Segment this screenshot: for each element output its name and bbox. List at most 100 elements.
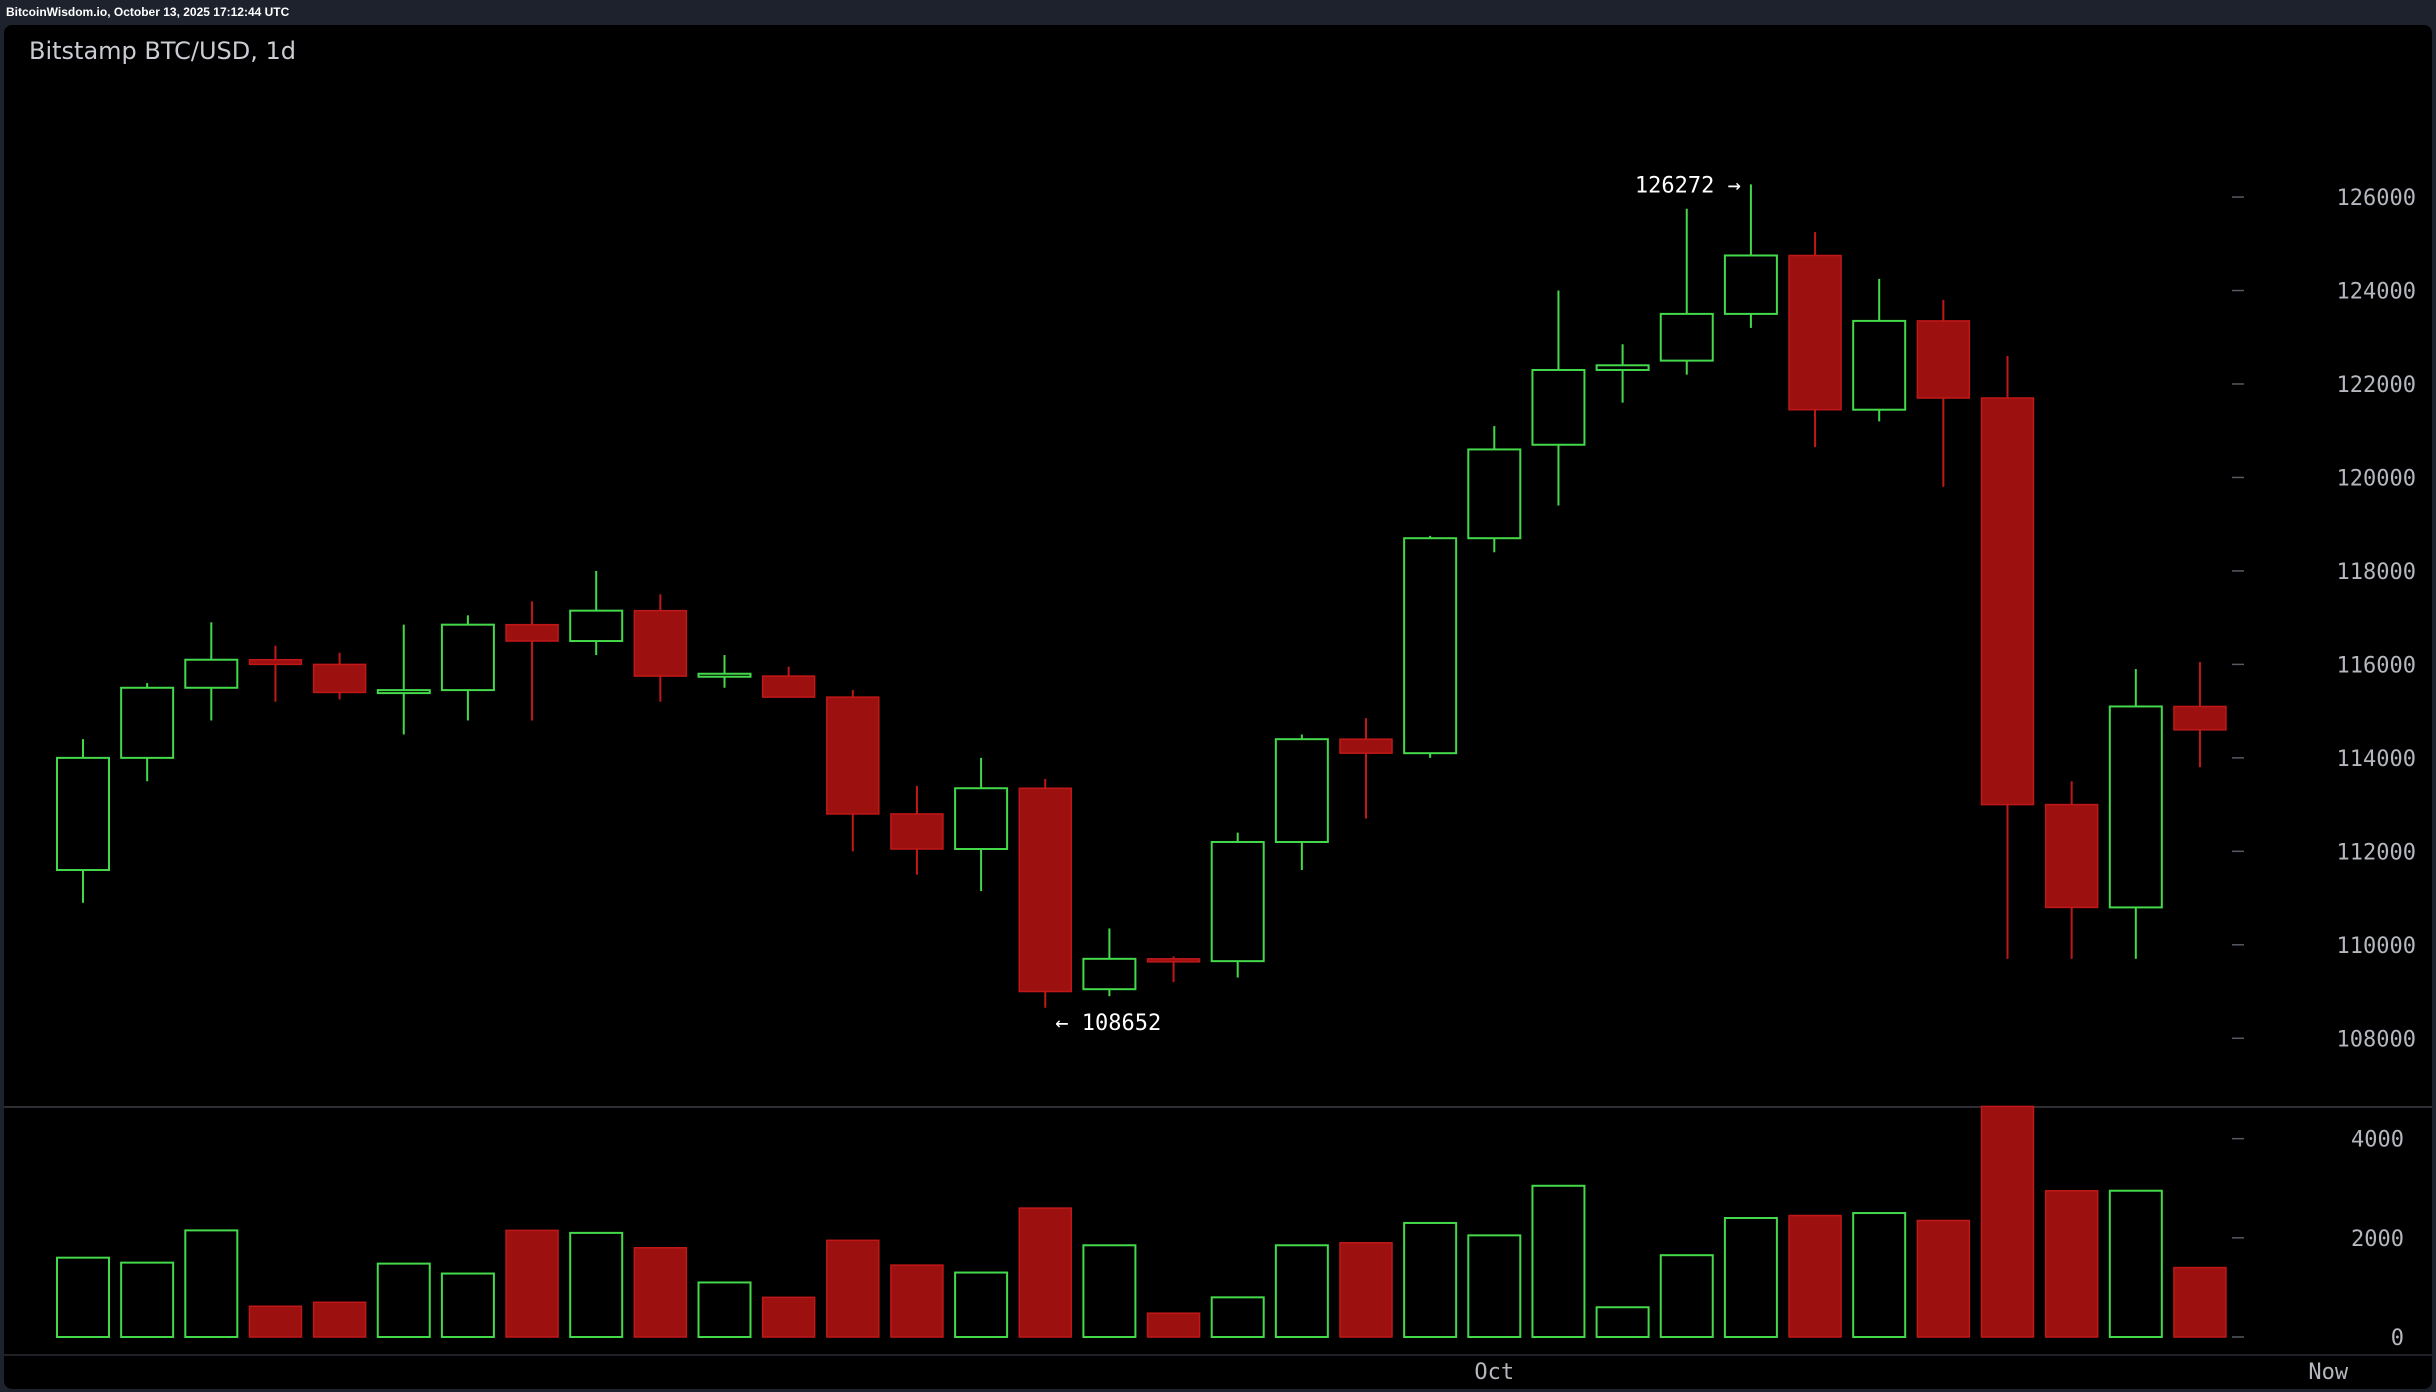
volume-bar-down [2044,1189,2099,1338]
axis-labels: 108000 110000 112000 114000 116000 118000 1200… [1055,173,2416,1385]
candle-body-down [1980,397,2035,806]
x-tick-label: Now [2308,1360,2348,1385]
candle [1980,355,2035,959]
price-tick-label: 120000 [2337,466,2416,491]
candle [1531,290,1586,506]
volume-bar-down [2173,1266,2227,1338]
volume-bar-up [1531,1184,1586,1339]
candle [1595,344,1650,403]
candle [761,666,816,698]
candle [248,645,303,702]
volume-tick-label: 4000 [2351,1128,2404,1153]
volume-bar-down [1018,1207,1072,1338]
candle [312,652,367,700]
volume-bars [56,1105,2227,1339]
volume-bar-down [761,1296,816,1338]
candle [1467,426,1522,553]
volume-bar-up [954,1271,1009,1338]
high-annotation: 126272 → [1635,173,1741,198]
candlestick-chart[interactable]: 108000 110000 112000 114000 116000 118000 1200… [4,25,2432,1389]
candle-body-up [1595,364,1650,371]
candle-body-up [1274,738,1329,843]
volume-bar-down [505,1229,559,1338]
candle-body-down [761,675,816,698]
volume-bar-up [376,1262,431,1339]
candle-body-down [312,663,367,694]
candle [184,622,239,721]
candle [56,739,110,903]
volume-bar-up [56,1256,110,1338]
volume-bar-down [1788,1214,1842,1338]
candle [1082,928,1137,997]
candle [569,570,624,656]
price-tick-label: 126000 [2337,186,2416,211]
candle-body-down [1339,738,1393,754]
volume-bar-up [1210,1296,1265,1339]
price-tick-label: 118000 [2337,560,2416,585]
candle-body-up [697,672,752,678]
candle [1659,208,1714,375]
price-tick-label: 108000 [2337,1027,2416,1052]
candle [1146,956,1201,983]
price-tick-label: 112000 [2337,840,2416,865]
candle-body-up [954,787,1009,850]
volume-bar-up [1723,1217,1778,1338]
volume-bar-down [1146,1312,1201,1338]
volume-bar-up [1082,1244,1137,1339]
candle [1339,718,1393,819]
price-tick-label: 124000 [2337,280,2416,305]
candle-body-up [56,756,110,872]
volume-bar-up [120,1261,175,1338]
candle [633,594,688,702]
volume-bar-down [890,1264,944,1338]
candle-body-down [1916,320,1971,399]
volume-bar-down [248,1305,303,1338]
candle [2044,781,2099,959]
candle-body-down [505,623,559,642]
candle [1916,299,1971,487]
volume-bar-up [440,1272,495,1338]
volume-bar-down [633,1247,688,1338]
candle [1018,778,1072,1008]
volume-bar-up [1595,1306,1650,1338]
volume-bar-down [1916,1219,1971,1338]
volume-bar-up [1852,1212,1907,1338]
candle-body-up [1723,254,1778,315]
candle [1403,535,1458,758]
volume-tick-label: 2000 [2351,1227,2404,1252]
volume-bar-up [1274,1244,1329,1339]
volume-bar-down [1980,1105,2035,1338]
candle-body-down [1788,254,1842,411]
candle [120,683,175,782]
volume-bar-up [1403,1221,1458,1339]
candles [56,184,2227,1008]
candle-body-down [1146,958,1201,963]
candle [1723,184,1778,328]
candle-body-down [1018,787,1072,993]
chart-title: Bitstamp BTC/USD, 1d [29,37,296,65]
candle-body-up [1852,319,1907,411]
volume-bar-down [312,1301,367,1338]
candle-body-up [1467,448,1522,540]
candle-body-up [376,689,431,695]
volume-bar-up [184,1229,239,1339]
candle-body-up [2108,705,2163,909]
candle-body-up [569,609,624,643]
axis-ticks [4,196,2432,1356]
candle [1788,232,1842,448]
candle-body-up [120,686,175,759]
candle [2108,669,2163,959]
candle-body-down [2173,705,2227,731]
volume-bar-up [1467,1234,1522,1338]
candle-body-up [1403,537,1458,755]
candle-body-down [248,658,303,666]
candle-body-up [1531,368,1586,446]
candle-body-down [890,813,944,850]
candle [440,615,495,721]
candle-body-up [184,658,239,689]
volume-bar-up [569,1231,624,1338]
timestamp-label: BitcoinWisdom.io, October 13, 2025 17:12… [6,5,290,19]
candle [505,601,559,721]
low-annotation: ← 108652 [1055,1011,1161,1036]
candle [826,690,880,852]
